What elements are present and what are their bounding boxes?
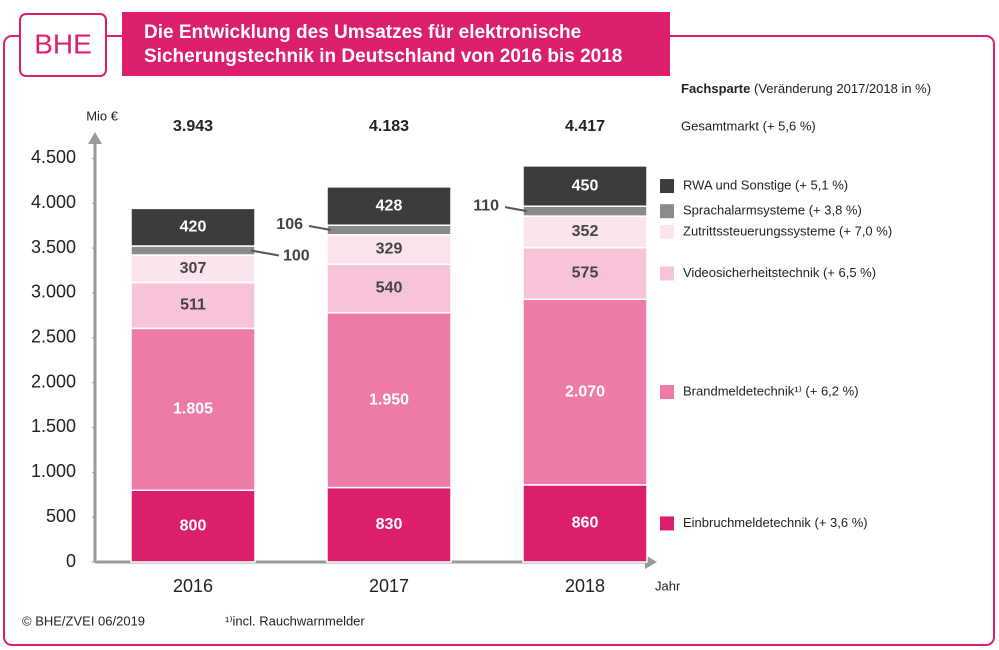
bar-segment [130,281,256,330]
legend-label: Einbruchmeldetechnik (+ 3,6 %) [683,515,868,530]
total-name: Gesamtmarkt (+ 5,6 %) [681,118,816,133]
data-label: 428 [376,197,403,214]
logo-box [19,13,107,77]
bar-segment [522,298,648,486]
y-tick-label: 3.500 [31,237,76,257]
footnote: ¹⁾incl. Rauchwarnmelder [225,613,365,628]
legend-subtitle: (Veränderung 2017/2018 in %) [754,81,931,96]
total-label: 4.417 [565,118,605,135]
bar-segment [522,205,648,217]
data-label: 575 [572,265,599,282]
y-tick-label: 4.000 [31,192,76,212]
y-tick-label: 3.000 [31,282,76,302]
bar-segment [326,233,452,265]
data-label: 830 [376,516,403,533]
leader-line [250,249,280,257]
data-label: 1.950 [369,391,409,408]
data-label: 352 [572,223,599,240]
data-label: 307 [180,260,207,277]
bar-segment [326,311,452,489]
bar-segment [522,165,648,207]
y-tick-label: 2.500 [31,327,76,347]
legend-swatch [660,385,674,400]
source: © BHE/ZVEI 06/2019 [22,613,145,628]
bar-segment [522,484,648,563]
data-label: 1.805 [173,401,213,418]
data-label: 800 [180,517,207,534]
y-axis-label: Mio € [86,108,119,123]
title-box [122,12,670,76]
x-tick-label: 2018 [565,576,605,596]
data-label: 450 [572,177,599,194]
bar-segment [326,224,452,236]
bar-segment [130,254,256,284]
y-axis-arrow [88,132,102,144]
legend-label: RWA und Sonstige (+ 5,1 %) [683,177,848,192]
legend-title: Fachsparte (Veränderung 2017/2018 in %) [681,81,931,96]
legend-title: Fachsparte [681,81,750,96]
logo: BHE [34,28,92,59]
data-label: 540 [376,280,403,297]
data-label: 110 [473,197,499,214]
y-tick-label: 2.000 [31,371,76,391]
bar-segment [130,327,256,492]
legend-swatch [660,179,674,194]
chart-title: Sicherungstechnik in Deutschland von 201… [144,46,622,67]
data-label: 2.070 [565,383,605,400]
legend-swatch [660,204,674,219]
chart-title: Die Entwicklung des Umsatzes für elektro… [144,22,581,43]
x-tick-label: 2017 [369,576,409,596]
x-tick-label: 2016 [173,576,213,596]
data-label: 106 [276,216,303,233]
legend-swatch [660,224,674,239]
legend-swatch [660,266,674,281]
y-tick-label: 0 [66,551,76,571]
x-axis-label: Jahr [655,578,681,593]
bar-segment [130,245,256,256]
legend-label: Zutrittssteuerungssysteme (+ 7,0 %) [683,223,892,238]
data-label: 100 [283,248,310,265]
bar-segment [326,263,452,314]
y-tick-label: 1.500 [31,416,76,436]
y-tick-label: 1.000 [31,461,76,481]
legend-label: Sprachalarmsysteme (+ 3,8 %) [683,203,862,218]
leader-line [308,225,332,231]
bar-segment [522,215,648,249]
total-label: 4.183 [369,118,409,135]
data-label: 420 [180,218,207,235]
leader-line [504,206,528,213]
data-label: 329 [376,241,403,258]
y-tick-label: 500 [46,506,76,526]
bar-segment [130,489,256,563]
bar-segment [130,207,256,247]
bar-segment [326,186,452,226]
bar-segment [522,246,648,300]
legend-label: Videosicherheitstechnik (+ 6,5 %) [683,265,876,280]
data-label: 860 [572,515,599,532]
data-label: 511 [180,297,206,314]
legend-label: Brandmeldetechnik¹⁾ (+ 6,2 %) [683,383,859,398]
x-axis-arrow [645,555,657,569]
legend-swatch [660,516,674,531]
total-label: 3.943 [173,118,213,135]
y-tick-label: 4.500 [31,147,76,167]
